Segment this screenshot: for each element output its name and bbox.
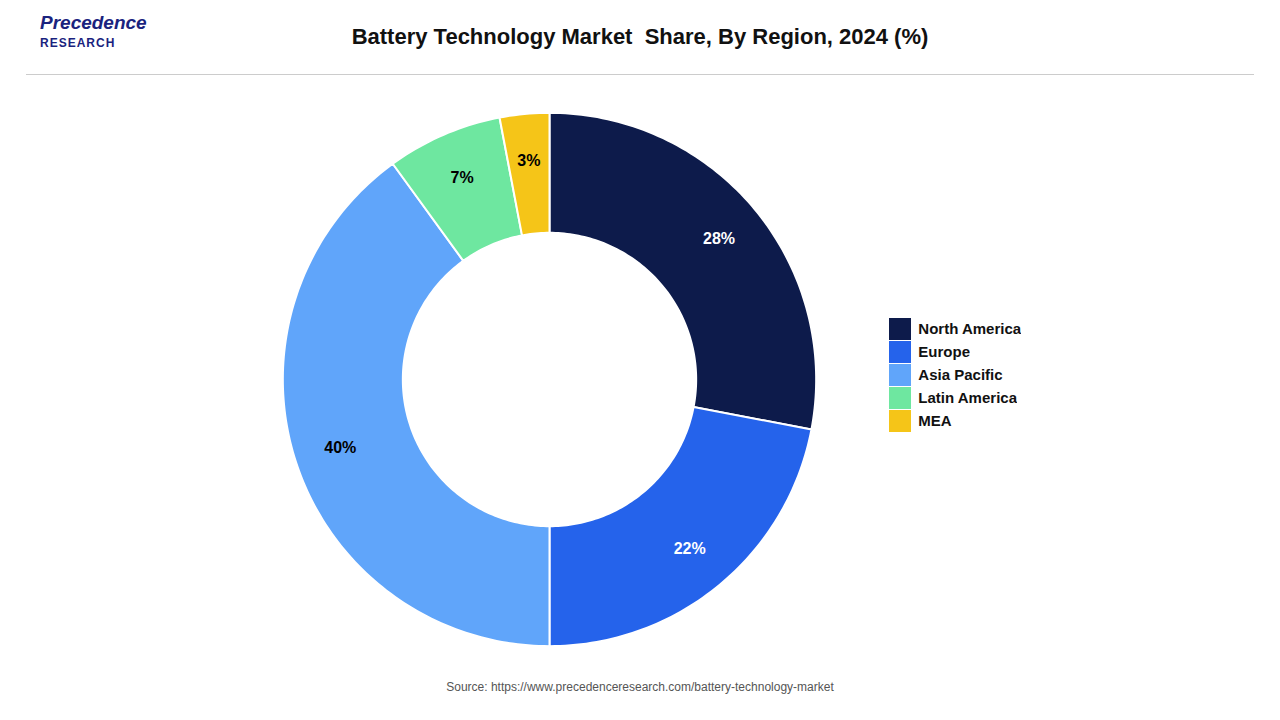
html-text:Latin America: Latin America [918, 389, 1017, 407]
html-text:Battery Technology Market Shar: Battery Technology Market Share, By Regi… [351, 24, 929, 49]
svg-text:40%: 40% [324, 439, 356, 456]
html-text:Asia Pacific: Asia Pacific [918, 366, 1003, 384]
html-text:Source: https://www.precedence: Source: https://www.precedenceresearch.c… [446, 680, 834, 694]
html-text:North America: North America [918, 320, 1022, 338]
html-text:Europe: Europe [918, 343, 970, 361]
html-text:Precedence: Precedence [40, 12, 147, 33]
svg-text:22%: 22% [674, 540, 706, 557]
html-text:RESEARCH: RESEARCH [40, 36, 116, 50]
svg-text:28%: 28% [703, 230, 735, 247]
svg-text:3%: 3% [517, 152, 540, 169]
svg-text:7%: 7% [450, 169, 473, 186]
html-text:MEA: MEA [918, 412, 952, 430]
